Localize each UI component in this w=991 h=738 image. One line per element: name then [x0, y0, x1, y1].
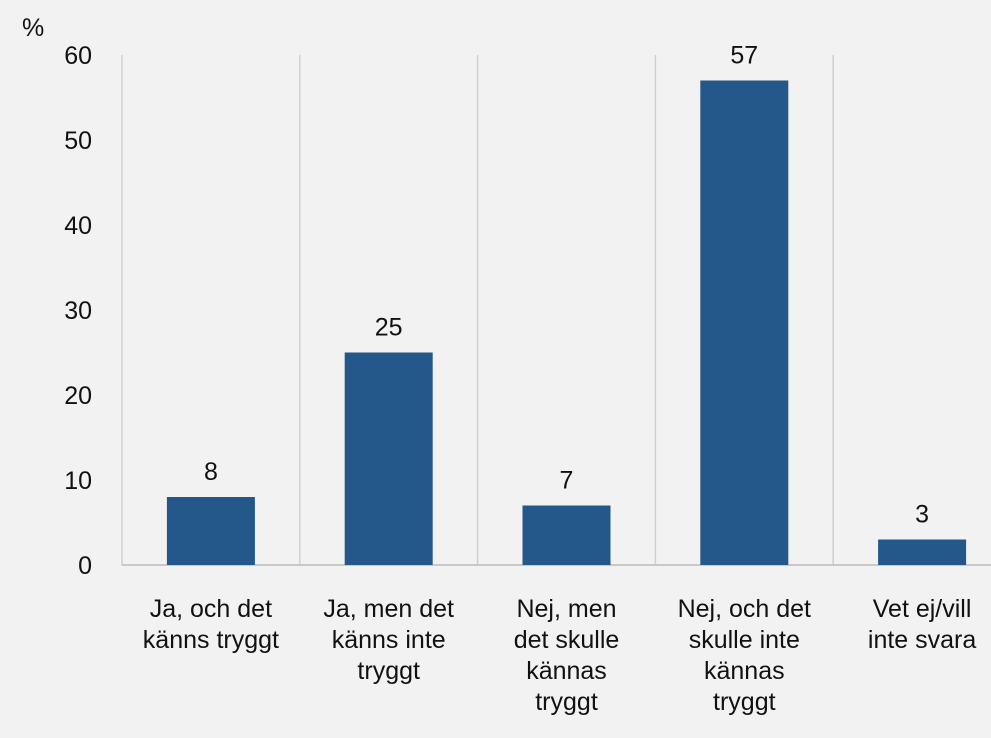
y-tick-label: 40 — [64, 212, 92, 240]
x-tick-label: Ja, och det känns tryggt — [143, 595, 279, 654]
data-label: 8 — [204, 458, 218, 486]
x-tick-label: Ja, men det känns inte tryggt — [323, 595, 454, 685]
data-label: 3 — [915, 501, 929, 529]
data-label: 57 — [730, 42, 758, 70]
y-tick-label: 20 — [64, 382, 92, 410]
data-label: 7 — [560, 467, 574, 495]
y-tick-label: 30 — [64, 297, 92, 325]
bar — [344, 352, 433, 565]
x-tick-label: Nej, och det skulle inte kännas tryggt — [678, 595, 811, 716]
bar — [878, 539, 967, 565]
data-label: 25 — [375, 314, 403, 342]
x-tick-label: Vet ej/vill inte svara — [868, 595, 976, 654]
y-tick-label: 10 — [64, 467, 92, 495]
y-tick-label: 50 — [64, 127, 92, 155]
bar — [166, 497, 255, 565]
y-tick-label: 0 — [78, 552, 92, 580]
x-tick-label: Nej, men det skulle kännas tryggt — [514, 595, 620, 716]
y-axis-label: % — [22, 14, 44, 42]
bar — [700, 80, 789, 565]
bar — [522, 505, 611, 565]
y-tick-label: 60 — [64, 42, 92, 70]
